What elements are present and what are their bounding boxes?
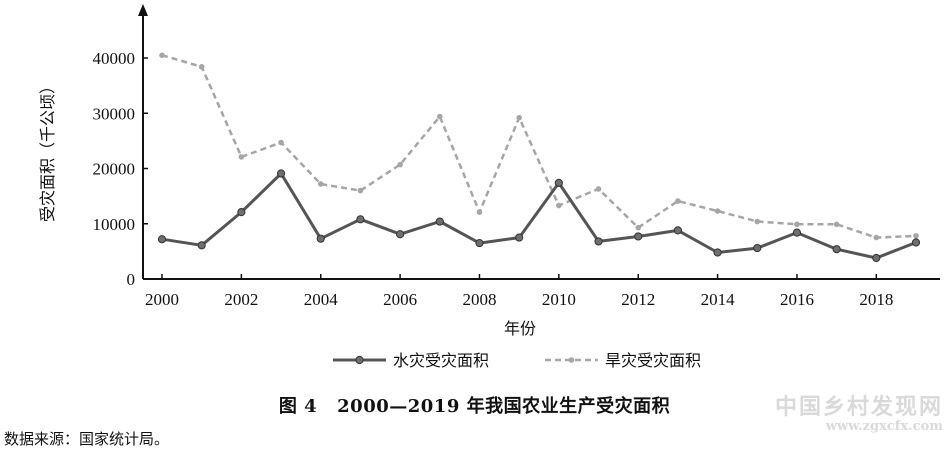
x-axis-ticks: 2000 2002 2004 2006 2008 2010 2012 2014 2016 2018 <box>145 274 893 309</box>
y-tick-label: 10000 <box>93 215 136 234</box>
flood-point <box>237 208 246 217</box>
drought-point <box>198 64 205 70</box>
drought-point <box>754 218 761 225</box>
flood-point <box>673 226 682 235</box>
drought-point <box>794 221 800 228</box>
drought-point <box>436 113 443 120</box>
flood-point <box>356 215 365 224</box>
x-axis-title: 年份 <box>504 319 536 338</box>
legend-marker <box>568 357 575 363</box>
drought-point <box>159 52 165 59</box>
drought-point <box>357 187 364 194</box>
flood-point <box>515 233 524 242</box>
flood-point <box>157 235 167 244</box>
figure-title: 2000—2019 年我国农业生产受灾面积 <box>337 396 671 417</box>
flood-point <box>713 248 722 257</box>
flood-point <box>197 241 206 250</box>
y-tick-label: 20000 <box>93 160 136 179</box>
source-note: 数据来源：国家统计局。 <box>4 430 170 448</box>
watermark-text: 中国乡村发现网 <box>774 394 943 420</box>
drought-point <box>397 161 403 168</box>
flood-point <box>276 169 286 178</box>
flood-point <box>753 243 762 253</box>
y-tick-label: 0 <box>127 270 136 289</box>
drought-point <box>635 224 642 231</box>
flood-point <box>396 230 405 239</box>
drought-point <box>833 221 840 228</box>
drought-line <box>161 54 917 239</box>
legend-item-flood: 水灾受灾面积 <box>333 351 489 370</box>
watermark: 中国乡村发现网 www.zgxcfx.com <box>775 389 943 434</box>
flood-point <box>554 178 563 187</box>
flood-point <box>594 237 603 246</box>
legend-marker <box>355 355 364 365</box>
flood-point <box>634 232 643 241</box>
drought-point <box>873 234 880 241</box>
x-tick-label: 2000 <box>145 290 179 309</box>
legend-item-drought: 旱灾受灾面积 <box>545 351 701 370</box>
drought-point <box>317 181 324 187</box>
drought-point <box>714 208 721 214</box>
drought-point <box>556 202 562 209</box>
x-tick-label: 2010 <box>542 290 576 309</box>
y-tick-label: 30000 <box>93 104 136 123</box>
flood-line <box>161 172 917 260</box>
flood-point <box>475 238 484 248</box>
watermark-url: www.zgxcfx.com <box>825 419 943 434</box>
x-tick-label: 2014 <box>701 290 736 309</box>
drought-point <box>595 186 602 192</box>
flood-point <box>872 253 881 263</box>
drought-point <box>476 209 483 215</box>
drought-point <box>238 154 245 160</box>
x-tick-label: 2002 <box>224 290 258 309</box>
x-tick-label: 2012 <box>621 290 655 309</box>
legend: 水灾受灾面积 旱灾受灾面积 <box>333 351 701 370</box>
legend-label: 水灾受灾面积 <box>393 351 489 370</box>
x-tick-label: 2004 <box>304 290 339 309</box>
flood-point <box>792 228 802 237</box>
flood-point <box>435 217 444 226</box>
flood-point <box>911 238 921 247</box>
y-axis-arrow <box>138 4 148 16</box>
x-tick-label: 2016 <box>780 290 814 309</box>
figure-caption: 图 4 2000—2019 年我国农业生产受灾面积 <box>0 392 949 418</box>
flood-point <box>316 234 325 243</box>
figure-label: 图 4 <box>278 396 318 417</box>
series-flood <box>157 169 921 263</box>
y-tick-label: 40000 <box>93 49 136 68</box>
drought-point <box>516 114 522 121</box>
x-tick-label: 2008 <box>462 290 496 309</box>
legend-label: 旱灾受灾面积 <box>605 351 701 370</box>
y-axis-ticks: 0 10000 20000 30000 40000 <box>93 49 148 289</box>
chart-axes <box>138 4 940 280</box>
drought-point <box>913 233 919 239</box>
drought-point <box>278 139 284 146</box>
y-axis-title: 受灾面积（千公顷） <box>38 78 57 222</box>
x-tick-label: 2018 <box>859 290 893 309</box>
flood-point <box>832 245 841 254</box>
x-tick-label: 2006 <box>383 290 417 309</box>
series-drought <box>159 52 919 241</box>
drought-point <box>675 198 681 204</box>
series-layer <box>157 52 921 263</box>
